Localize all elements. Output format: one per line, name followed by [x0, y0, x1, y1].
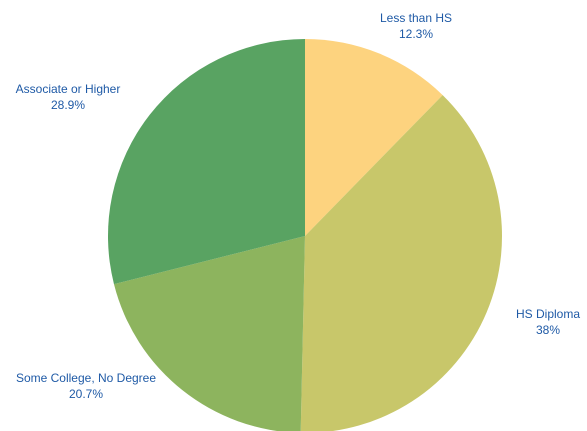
pie-slice-hs-diploma [300, 95, 502, 431]
slice-label-2: Some College, No Degree [16, 371, 156, 385]
pie-slice-associate-or-higher [107, 39, 305, 285]
slice-value-label-3: 28.9% [51, 98, 85, 112]
slices-layer [107, 39, 502, 431]
slice-label-3: Associate or Higher [16, 82, 121, 96]
pie-slice-less-than-hs [305, 39, 443, 236]
slice-value-label-1: 38% [536, 323, 560, 337]
slice-value-label-2: 20.7% [69, 387, 103, 401]
slice-label-1: HS Diploma [516, 307, 580, 321]
slice-value-label-0: 12.3% [399, 27, 433, 41]
labels-layer: Less than HS 12.3% HS Diploma 38% Some Colle… [16, 11, 581, 401]
slice-label-0: Less than HS [380, 11, 452, 25]
pie-slice-some-college-no-degree [113, 236, 305, 431]
